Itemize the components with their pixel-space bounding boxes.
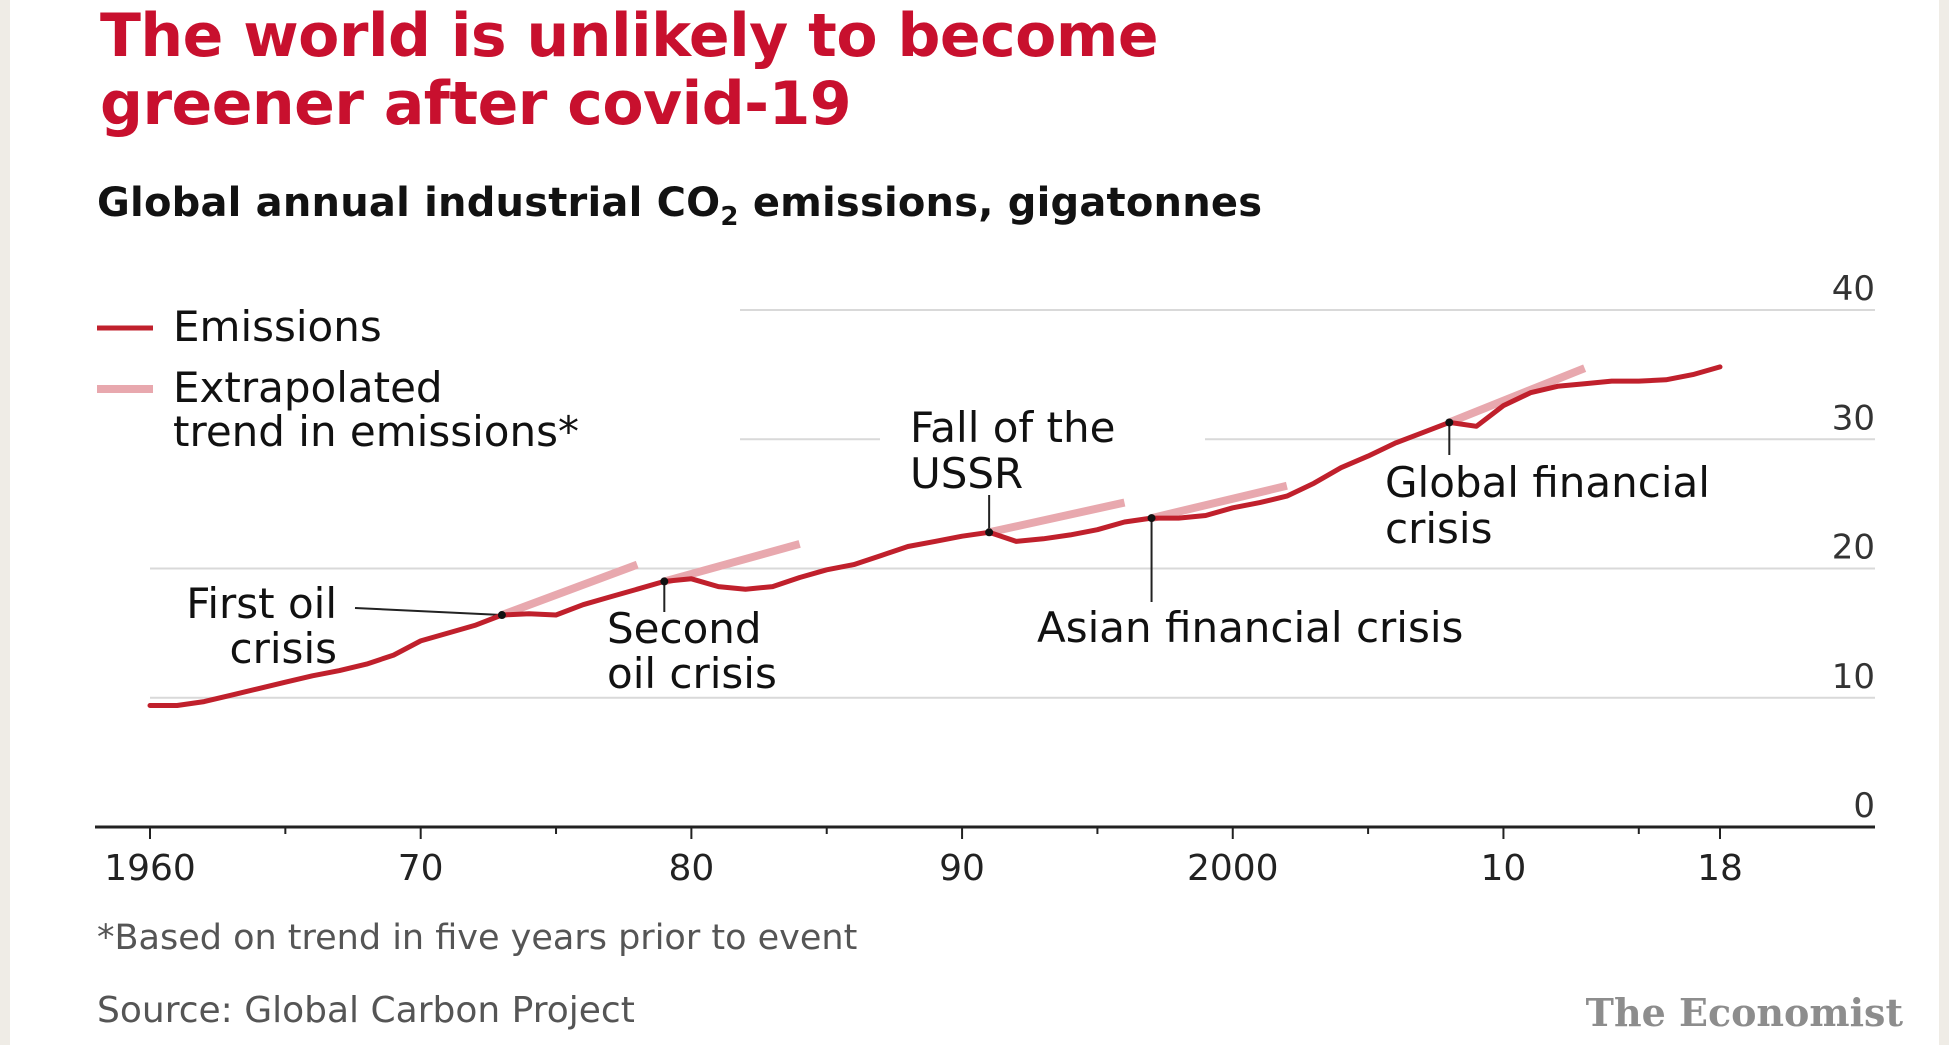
x-tick-label-1960: 1960 <box>104 848 196 889</box>
emissions-line <box>147 364 1723 708</box>
annotation-ussr-line-1: Fall of the <box>910 403 1116 452</box>
annotation-second-oil-line-1: Second <box>607 604 762 653</box>
y-tick-label-20: 20 <box>1832 528 1875 568</box>
annotation-first-oil-line-2: crisis <box>230 624 337 673</box>
annotation-gfc-line-2: crisis <box>1385 504 1492 553</box>
footnote: *Based on trend in five years prior to e… <box>97 918 858 958</box>
event-point-first-oil <box>497 611 506 620</box>
annotation-asian-line-1: Asian financial crisis <box>1037 603 1463 652</box>
trend-segment-2 <box>988 498 1126 537</box>
y-tick-label-30: 30 <box>1832 398 1875 438</box>
legend-label-trend-line-1: Extrapolated <box>173 363 443 412</box>
brand-logo: The Economist <box>1585 990 1903 1035</box>
leader-first-oil <box>354 607 502 617</box>
x-tick-label-2000: 2000 <box>1187 848 1279 889</box>
x-tick-label-1990: 90 <box>939 848 985 889</box>
annotation-first-oil-line-1: First oil <box>186 579 337 628</box>
y-tick-label-0: 0 <box>1853 786 1875 826</box>
event-point-second-oil <box>660 577 669 586</box>
legend-label-trend-line-2: trend in emissions* <box>173 407 579 456</box>
annotation-second-oil-line-2: oil crisis <box>607 649 777 698</box>
trend-lines <box>500 364 1587 619</box>
y-tick-label-40: 40 <box>1832 269 1875 309</box>
trend-segment-3 <box>1150 481 1288 522</box>
event-point-gfc <box>1445 418 1454 427</box>
trend-segment-1 <box>663 540 801 586</box>
subtitle-prefix: Global annual industrial CO <box>97 180 721 226</box>
annotation-ussr-line-2: USSR <box>910 449 1023 498</box>
y-tick-label-10: 10 <box>1832 657 1875 697</box>
event-point-ussr <box>985 528 994 537</box>
chart-card <box>10 0 1939 1045</box>
trend-segment-4 <box>1447 364 1587 427</box>
x-tick-label-1970: 70 <box>398 848 444 889</box>
subtitle-suffix: emissions, gigatonnes <box>738 180 1263 226</box>
event-point-asian <box>1147 514 1156 523</box>
chart-title: The world is unlikely to become greener … <box>100 1 1159 139</box>
x-axis: 1960 70 80 90 2000 10 18 <box>95 825 1875 889</box>
chart-subtitle: Global annual industrial CO2 emissions, … <box>97 180 1262 232</box>
annotation-leaders <box>354 422 1451 617</box>
gridlines <box>150 309 1875 699</box>
subtitle-subscript: 2 <box>720 202 739 232</box>
annotation-gfc-line-1: Global financial <box>1385 458 1710 507</box>
trend-segment-0 <box>500 560 639 619</box>
x-tick-label-1980: 80 <box>668 848 714 889</box>
source-note: Source: Global Carbon Project <box>97 990 635 1031</box>
title-line-1: The world is unlikely to become <box>100 1 1159 71</box>
title-line-2: greener after covid-19 <box>100 69 852 139</box>
emissions-series <box>147 364 1723 708</box>
legend-label-emissions: Emissions <box>173 302 382 351</box>
x-tick-label-2010: 10 <box>1481 848 1527 889</box>
x-tick-label-2018: 18 <box>1697 848 1743 889</box>
